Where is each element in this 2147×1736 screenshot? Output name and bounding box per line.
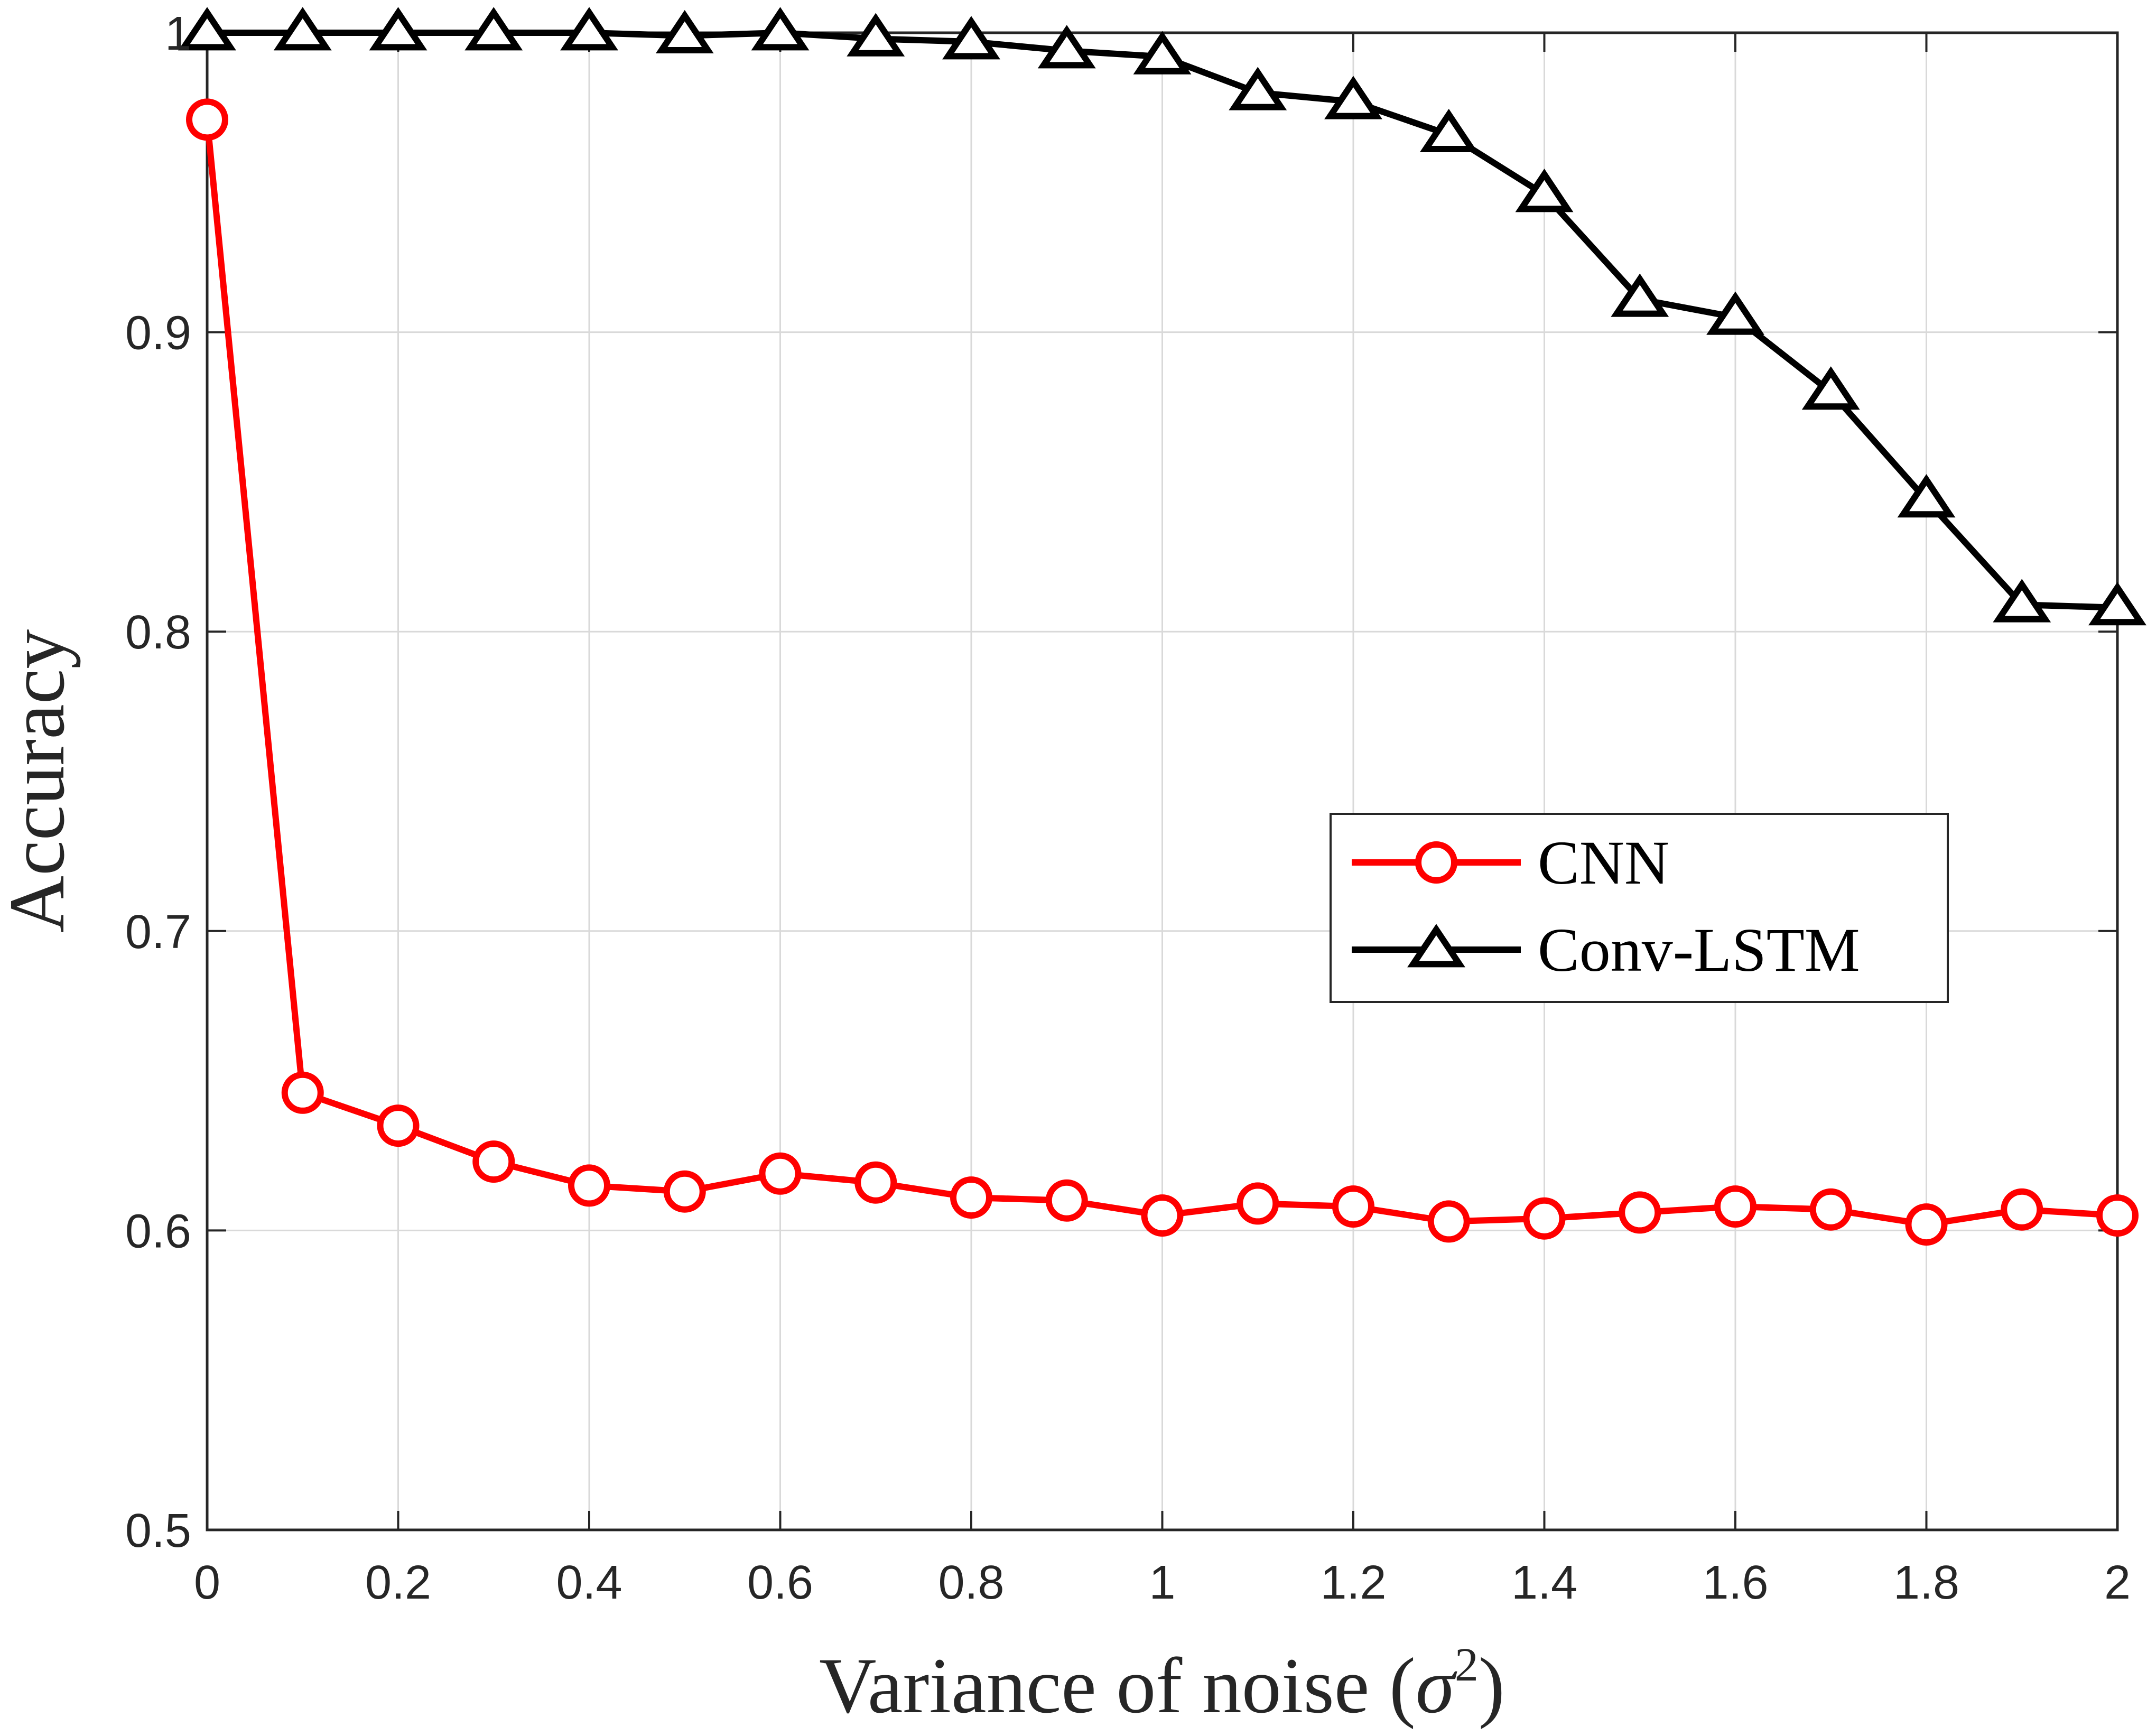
data-point-cnn bbox=[1905, 1203, 1948, 1246]
legend-entry-cnn: CNN bbox=[1352, 828, 1669, 897]
data-point-conv-lstm bbox=[1229, 67, 1287, 110]
data-point-cnn bbox=[281, 1071, 324, 1114]
x-tick-label: 1.6 bbox=[1702, 1556, 1768, 1609]
legend-marker-conv-lstm bbox=[1407, 924, 1465, 968]
y-tick-labels: 0.5 0.6 0.7 0.8 0.9 1 bbox=[125, 7, 191, 1557]
y-tick-label: 0.7 bbox=[125, 906, 191, 959]
x-tick-label: 1.4 bbox=[1511, 1556, 1577, 1609]
y-tick-label: 0.6 bbox=[125, 1205, 191, 1258]
data-point-conv-lstm bbox=[1324, 76, 1382, 119]
data-point-conv-lstm bbox=[1801, 366, 1860, 410]
x-axis-symbol: σ bbox=[1416, 1642, 1457, 1730]
data-point-conv-lstm bbox=[1419, 108, 1478, 153]
data-point-cnn bbox=[186, 98, 228, 141]
x-tick-labels: 0 0.2 0.4 0.6 0.8 1 1.2 1.4 1.6 1.8 2 bbox=[194, 1556, 2131, 1609]
legend-box bbox=[1330, 813, 1949, 1003]
x-tick-label: 0.2 bbox=[365, 1556, 431, 1609]
data-point-cnn bbox=[1714, 1185, 1756, 1228]
data-point-conv-lstm bbox=[1515, 169, 1574, 212]
legend-label-conv-lstm: Conv-LSTM bbox=[1538, 915, 1860, 985]
y-tick-label: 0.8 bbox=[125, 606, 191, 659]
x-tick-label: 0.8 bbox=[938, 1556, 1004, 1609]
x-tick-label: 2 bbox=[2104, 1556, 2131, 1609]
data-point-cnn bbox=[1237, 1182, 1279, 1225]
x-axis-power: 2 bbox=[1455, 1639, 1479, 1691]
data-point-conv-lstm bbox=[1706, 291, 1764, 335]
data-point-cnn bbox=[1141, 1194, 1184, 1237]
data-point-conv-lstm bbox=[369, 7, 427, 51]
data-point-conv-lstm bbox=[1611, 273, 1669, 317]
data-point-cnn bbox=[759, 1152, 802, 1195]
data-point-conv-lstm bbox=[178, 7, 236, 51]
data-point-cnn bbox=[1332, 1185, 1374, 1228]
x-axis-title: Variance of noise (σ2) bbox=[819, 1639, 1505, 1730]
y-tick-label: 1 bbox=[165, 7, 191, 60]
x-tick-label: 1.8 bbox=[1893, 1556, 1959, 1609]
data-point-conv-lstm bbox=[942, 16, 1000, 60]
data-point-conv-lstm bbox=[655, 10, 714, 54]
legend: CNN Conv-LSTM bbox=[1330, 813, 1949, 1003]
data-point-cnn bbox=[2001, 1188, 2043, 1231]
data-point-conv-lstm bbox=[847, 13, 905, 57]
data-point-conv-lstm bbox=[1037, 25, 1096, 69]
data-point-conv-lstm bbox=[560, 7, 618, 51]
data-point-conv-lstm bbox=[751, 7, 810, 51]
x-tick-label: 0.4 bbox=[556, 1556, 622, 1609]
series-cnn bbox=[186, 98, 2139, 1246]
x-tick-label: 1.2 bbox=[1320, 1556, 1386, 1609]
legend-entry-conv-lstm: Conv-LSTM bbox=[1352, 915, 1860, 985]
data-point-cnn bbox=[1619, 1191, 1661, 1234]
data-point-conv-lstm bbox=[2088, 582, 2146, 626]
data-point-cnn bbox=[1523, 1197, 1566, 1240]
data-point-conv-lstm bbox=[1897, 474, 1956, 518]
data-point-conv-lstm bbox=[1133, 31, 1192, 75]
data-point-conv-lstm bbox=[1993, 579, 2051, 623]
data-point-cnn bbox=[568, 1164, 610, 1207]
series-conv-lstm bbox=[178, 7, 2146, 626]
data-point-cnn bbox=[950, 1176, 992, 1219]
x-tick-label: 0 bbox=[194, 1556, 220, 1609]
legend-label-cnn: CNN bbox=[1538, 828, 1669, 897]
data-point-cnn bbox=[377, 1104, 420, 1147]
data-point-conv-lstm bbox=[273, 7, 332, 51]
legend-entries: CNN Conv-LSTM bbox=[1352, 828, 1860, 985]
legend-marker-cnn bbox=[1415, 841, 1457, 884]
data-point-cnn bbox=[1427, 1200, 1470, 1243]
data-point-cnn bbox=[2096, 1194, 2139, 1237]
x-tick-label: 0.6 bbox=[747, 1556, 813, 1609]
y-tick-label: 0.9 bbox=[125, 307, 191, 360]
data-point-conv-lstm bbox=[464, 7, 523, 51]
y-axis-title: Accuracy bbox=[0, 629, 81, 933]
series-layer bbox=[178, 7, 2146, 1246]
data-point-cnn bbox=[854, 1161, 897, 1204]
y-tick-label: 0.5 bbox=[125, 1505, 191, 1557]
data-point-cnn bbox=[472, 1140, 515, 1183]
data-point-cnn bbox=[663, 1170, 706, 1213]
data-point-cnn bbox=[1045, 1179, 1088, 1222]
x-tick-label: 1 bbox=[1149, 1556, 1175, 1609]
data-point-cnn bbox=[1809, 1188, 1852, 1231]
